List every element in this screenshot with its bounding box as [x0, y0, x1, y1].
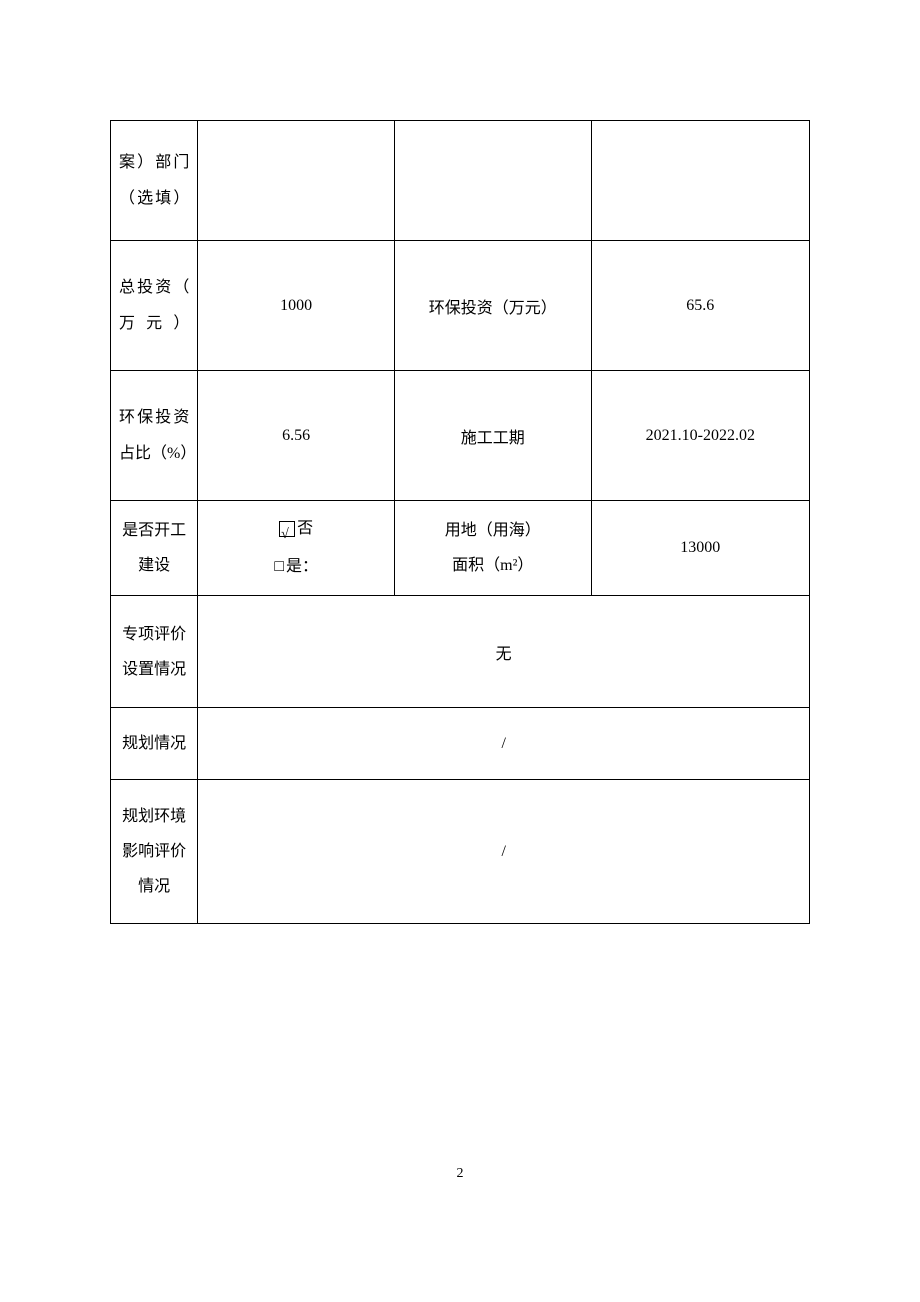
table-row: 案）部门（选填） [111, 121, 810, 241]
cell-planning-env-eval-value: / [198, 780, 810, 924]
option-yes-label: 是： [286, 558, 318, 575]
cell-land-area-value: 13000 [591, 501, 809, 596]
project-info-table: 案）部门（选填） 总投资（ 万元） 1000 环保投资（万元） 65.6 环保投… [110, 120, 810, 924]
checkbox-checked-icon [279, 521, 295, 537]
cell-label-env-investment: 环保投资（万元） [394, 241, 591, 371]
cell-planning-value: / [198, 708, 810, 780]
cell-construction-period-value: 2021.10-2022.02 [591, 371, 809, 501]
table-row: 规划环境影响评价情况 / [111, 780, 810, 924]
page-number: 2 [0, 1166, 920, 1182]
table-row: 规划情况 / [111, 708, 810, 780]
cell-label-construction-started: 是否开工建设 [111, 501, 198, 596]
cell-special-evaluation-value: 无 [198, 596, 810, 708]
cell-label-land-area: 用地（用海） 面积（m²） [394, 501, 591, 596]
cell-env-ratio-value: 6.56 [198, 371, 395, 501]
checkbox-unchecked-icon: □ [274, 548, 284, 586]
cell-total-investment-value: 1000 [198, 241, 395, 371]
option-no-label: 否 [297, 520, 313, 537]
table-row: 是否开工建设 否 □是： 用地（用海） 面积（m²） 13000 [111, 501, 810, 596]
cell-label-construction-period: 施工工期 [394, 371, 591, 501]
cell-label-total-investment: 总投资（ 万元） [111, 241, 198, 371]
cell-value [394, 121, 591, 241]
land-area-line1: 用地（用海） [397, 513, 589, 548]
option-no: 否 [200, 510, 392, 548]
cell-label-env-ratio: 环保投资占比（%） [111, 371, 198, 501]
cell-label-planning: 规划情况 [111, 708, 198, 780]
cell-construction-options: 否 □是： [198, 501, 395, 596]
table-row: 环保投资占比（%） 6.56 施工工期 2021.10-2022.02 [111, 371, 810, 501]
cell-label-planning-env-eval: 规划环境影响评价情况 [111, 780, 198, 924]
cell-env-investment-value: 65.6 [591, 241, 809, 371]
land-area-line2: 面积（m²） [397, 548, 589, 583]
table-row: 总投资（ 万元） 1000 环保投资（万元） 65.6 [111, 241, 810, 371]
cell-label-special-evaluation: 专项评价设置情况 [111, 596, 198, 708]
cell-label-dept: 案）部门（选填） [111, 121, 198, 241]
table-row: 专项评价设置情况 无 [111, 596, 810, 708]
cell-value [591, 121, 809, 241]
cell-value [198, 121, 395, 241]
option-yes: □是： [200, 548, 392, 587]
